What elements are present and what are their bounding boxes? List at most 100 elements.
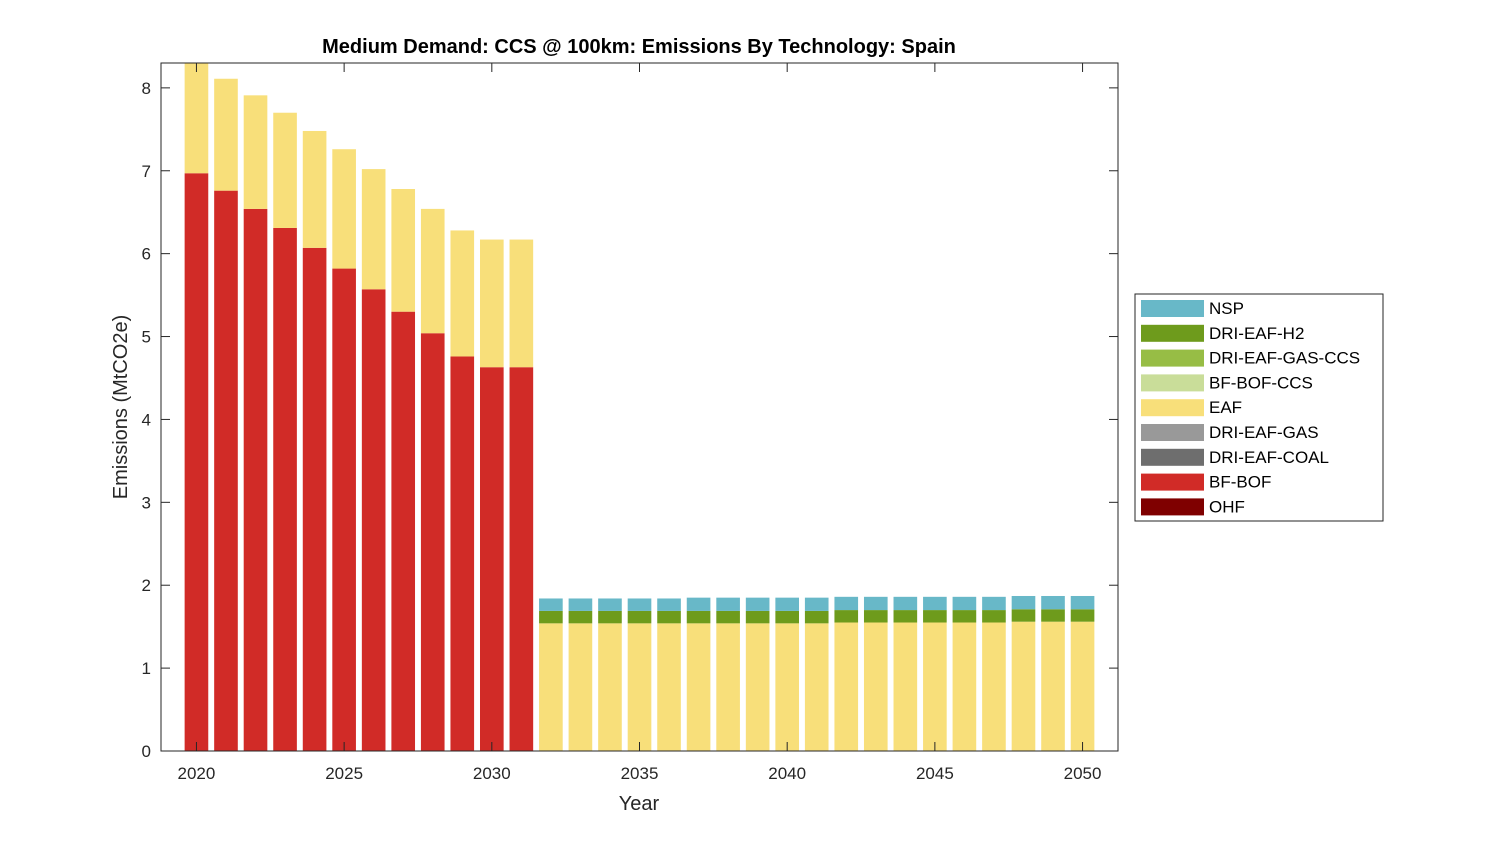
bar-segment-bf-bof-2028	[420, 333, 445, 751]
x-tick-label: 2035	[621, 764, 659, 783]
legend-swatch-eaf	[1141, 399, 1204, 417]
bar-segment-eaf-2031	[509, 239, 534, 368]
bar-segment-bf-bof-2026	[361, 289, 386, 751]
bar-segment-dri-eaf-h2-2039	[745, 610, 770, 624]
bar-segment-eaf-2026	[361, 169, 386, 290]
bar-segment-eaf-2037	[686, 623, 711, 751]
bar-segment-bf-bof-2031	[509, 367, 534, 751]
bar-segment-eaf-2025	[332, 149, 356, 269]
bar-segment-eaf-2044	[893, 622, 918, 751]
bar-segment-eaf-2049	[1041, 621, 1065, 751]
bar-segment-eaf-2038	[716, 623, 740, 751]
bar-segment-eaf-2033	[568, 623, 593, 751]
bar-segment-eaf-2045	[923, 622, 947, 751]
bar-segment-nsp-2032	[539, 598, 563, 611]
legend-swatch-dri-eaf-gas-ccs	[1141, 349, 1204, 367]
bar-segment-eaf-2027	[391, 189, 416, 312]
legend-label-eaf: EAF	[1209, 398, 1242, 417]
bar-segment-eaf-2043	[863, 622, 888, 751]
bar-segment-nsp-2039	[745, 597, 770, 611]
bar-segment-nsp-2050	[1070, 595, 1095, 610]
bar-segment-eaf-2040	[775, 623, 799, 751]
bar-segment-dri-eaf-h2-2040	[775, 610, 799, 624]
bar-segment-eaf-2024	[302, 130, 327, 248]
bar-segment-dri-eaf-h2-2048	[1011, 609, 1036, 622]
legend-label-ohf: OHF	[1209, 497, 1245, 516]
bar-segment-eaf-2041	[804, 623, 829, 751]
x-tick-label: 2030	[473, 764, 511, 783]
bar-segment-dri-eaf-h2-2037	[686, 610, 711, 624]
bar-segment-eaf-2030	[480, 239, 504, 368]
bar-segment-eaf-2042	[834, 622, 859, 751]
bar-segment-nsp-2037	[686, 597, 711, 611]
legend-label-nsp: NSP	[1209, 299, 1244, 318]
bar-segment-nsp-2048	[1011, 595, 1036, 610]
bar-segment-eaf-2035	[627, 623, 652, 751]
bar-segment-nsp-2036	[657, 598, 681, 611]
bar-segment-eaf-2029	[450, 230, 475, 357]
bar-segment-eaf-2047	[982, 622, 1006, 751]
x-tick-label: 2040	[768, 764, 806, 783]
y-tick-label: 7	[142, 162, 151, 181]
bar-segment-dri-eaf-h2-2041	[804, 610, 829, 624]
bar-segment-nsp-2041	[804, 597, 829, 611]
bar-segment-bf-bof-2022	[243, 208, 268, 751]
bar-segment-dri-eaf-h2-2042	[834, 610, 859, 623]
legend: NSP DRI-EAF-H2 DRI-EAF-GAS-CCS BF-BOF-CCS EA…	[1134, 293, 1384, 522]
y-axis-label: Emissions (MtCO2e)	[110, 315, 132, 499]
legend-label-dri-eaf-coal: DRI-EAF-COAL	[1209, 448, 1329, 467]
legend-swatch-bf-bof-ccs	[1141, 374, 1204, 392]
x-axis-label: Year	[619, 793, 660, 815]
bar-segment-dri-eaf-h2-2038	[716, 610, 740, 624]
bar-segment-nsp-2033	[568, 598, 593, 611]
bar-segment-nsp-2038	[716, 597, 740, 611]
bar-segment-dri-eaf-h2-2047	[982, 610, 1006, 623]
bar-segment-eaf-2023	[273, 112, 297, 228]
y-tick-label: 2	[142, 576, 151, 595]
legend-swatch-dri-eaf-gas	[1141, 424, 1204, 441]
bar-segment-bf-bof-2021	[214, 190, 238, 751]
legend-label-bf-bof: BF-BOF	[1209, 473, 1271, 492]
bar-segment-eaf-2028	[420, 208, 445, 334]
bar-stack-group	[184, 63, 1095, 751]
bar-segment-bf-bof-2023	[273, 227, 297, 751]
bar-segment-eaf-2046	[952, 622, 977, 751]
legend-swatch-bf-bof	[1141, 473, 1204, 491]
bar-segment-nsp-2043	[863, 596, 888, 611]
x-tick-label: 2050	[1064, 764, 1102, 783]
y-tick-label: 1	[142, 659, 151, 678]
bar-segment-bf-bof-2027	[391, 311, 416, 751]
legend-label-dri-eaf-gas: DRI-EAF-GAS	[1209, 423, 1319, 442]
y-tick-label: 0	[142, 742, 151, 761]
x-tick-label: 2045	[916, 764, 954, 783]
bar-segment-bf-bof-2024	[302, 247, 327, 751]
bar-segment-nsp-2047	[982, 596, 1006, 611]
bar-segment-eaf-2020	[184, 63, 209, 174]
bar-segment-dri-eaf-h2-2043	[863, 610, 888, 623]
bar-segment-dri-eaf-h2-2050	[1070, 609, 1095, 622]
bar-segment-eaf-2039	[745, 623, 770, 751]
bar-segment-dri-eaf-h2-2045	[923, 610, 947, 623]
bar-segment-nsp-2045	[923, 596, 947, 611]
y-tick-label: 5	[142, 328, 151, 347]
bar-segment-dri-eaf-h2-2035	[627, 610, 652, 624]
bar-segment-dri-eaf-h2-2032	[539, 610, 563, 624]
bar-segment-eaf-2048	[1011, 621, 1036, 751]
legend-swatch-dri-eaf-h2	[1141, 324, 1204, 342]
bar-segment-dri-eaf-h2-2033	[568, 610, 593, 624]
bar-segment-nsp-2040	[775, 597, 799, 611]
chart-title: Medium Demand: CCS @ 100km: Emissions By…	[322, 36, 956, 58]
legend-swatch-ohf	[1141, 498, 1204, 516]
bar-segment-eaf-2034	[598, 623, 622, 751]
bar-segment-nsp-2049	[1041, 595, 1065, 610]
bar-segment-nsp-2046	[952, 596, 977, 611]
x-tick-label: 2020	[178, 764, 216, 783]
y-tick-label: 8	[142, 79, 151, 98]
bar-segment-bf-bof-2025	[332, 268, 356, 751]
bar-segment-bf-bof-2020	[184, 173, 209, 751]
y-tick-label: 6	[142, 245, 151, 264]
legend-label-bf-bof-ccs: BF-BOF-CCS	[1209, 373, 1313, 392]
bar-segment-eaf-2050	[1070, 621, 1095, 751]
axis-ticks: 2020 2025 2030 2035 2040 2045 2050 0 1 2 3 4 5 6 7 8	[142, 63, 1118, 783]
